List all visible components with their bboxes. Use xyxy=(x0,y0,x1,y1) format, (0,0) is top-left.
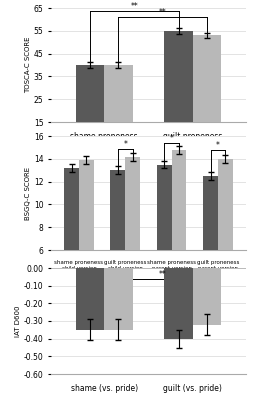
Bar xyxy=(79,160,94,318)
Legend: Clinical group, Non-clinical group: Clinical group, Non-clinical group xyxy=(88,282,209,288)
Text: **: ** xyxy=(159,270,166,280)
Bar xyxy=(193,268,221,324)
Bar xyxy=(157,164,172,318)
Bar xyxy=(125,156,140,318)
Y-axis label: IAT D600: IAT D600 xyxy=(15,305,21,337)
Text: **: ** xyxy=(131,2,138,12)
Legend: Clinical group, Non-clinical group: Clinical group, Non-clinical group xyxy=(88,151,209,156)
Y-axis label: TOSCA-C SCORE: TOSCA-C SCORE xyxy=(25,37,31,93)
Bar xyxy=(76,65,104,156)
Text: **: ** xyxy=(159,8,166,17)
Text: *: * xyxy=(216,141,220,150)
Bar xyxy=(111,170,125,318)
Bar xyxy=(164,31,193,156)
Bar xyxy=(104,65,133,156)
Bar xyxy=(218,159,233,318)
Text: *: * xyxy=(170,134,174,143)
Bar xyxy=(164,268,193,339)
Bar xyxy=(104,268,133,330)
Text: *: * xyxy=(123,140,127,148)
Bar xyxy=(64,168,79,318)
Y-axis label: BSGQ-C SCORE: BSGQ-C SCORE xyxy=(25,166,31,220)
Bar xyxy=(203,176,218,318)
Bar xyxy=(172,150,186,318)
Bar xyxy=(76,268,104,330)
Bar xyxy=(193,35,221,156)
